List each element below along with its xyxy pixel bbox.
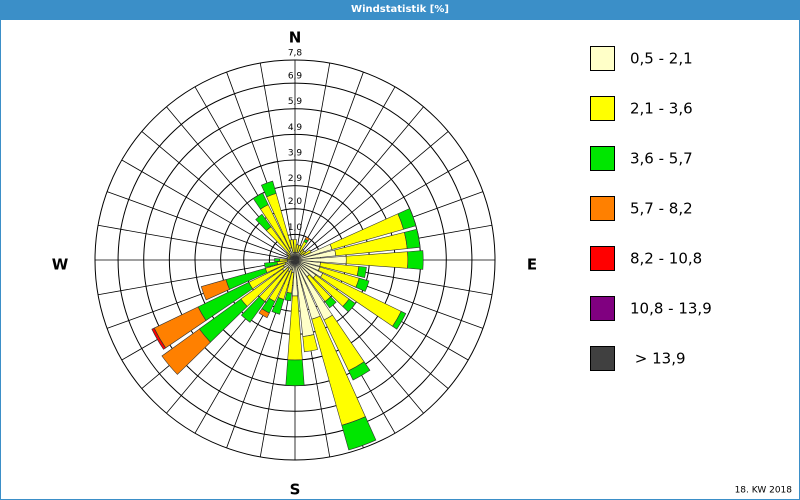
- bars: [151, 180, 424, 451]
- rose-segment: [258, 308, 270, 319]
- title-bar: Windstatistik [%]: [0, 0, 800, 19]
- legend-swatch: [590, 146, 615, 171]
- grid-ring: [143, 108, 447, 412]
- legend-label: 2,1 - 3,6: [630, 100, 693, 118]
- grid-ring: [117, 82, 473, 438]
- legend-swatch: [590, 346, 615, 371]
- r-tick-label: 1,0: [288, 223, 303, 233]
- legend-label: 3,6 - 5,7: [630, 150, 693, 168]
- rose-segment: [324, 296, 337, 309]
- r-tick-label: 5,9: [288, 97, 303, 107]
- legend-label: 8,2 - 10,8: [630, 250, 702, 268]
- rose-segment: [260, 180, 277, 198]
- rose-segment: [289, 239, 295, 253]
- rose-segment: [392, 310, 407, 330]
- rose-segment: [279, 258, 288, 262]
- r-tick-label: 6,9: [288, 72, 303, 82]
- r-tick-label: 2,9: [288, 174, 303, 184]
- rose-segment: [240, 296, 266, 323]
- legend-swatch: [590, 296, 615, 321]
- legend-label: 0,5 - 2,1: [630, 50, 693, 68]
- compass-label: N: [289, 29, 302, 47]
- legend-label: 5,7 - 8,2: [630, 200, 693, 218]
- rose-segment: [274, 258, 280, 262]
- legend-swatch: [590, 196, 615, 221]
- legend-label: 10,8 - 13,9: [630, 300, 712, 318]
- labels: 1,0 2,0 2,9 3,9 4,9 5,9 6,9 7,8 N E S W 0,5 - 2,1 2,1…: [52, 29, 712, 499]
- grid-ring: [94, 59, 496, 461]
- rose-segment: [397, 208, 417, 230]
- rose-segment: [264, 261, 278, 268]
- rose-segment: [348, 361, 371, 381]
- rose-segment: [200, 279, 230, 301]
- rose-segment: [404, 228, 421, 249]
- rose-segment: [355, 277, 370, 292]
- r-tick-label: 7,8: [288, 49, 303, 59]
- rose-segment: [304, 236, 310, 242]
- compass-label: E: [527, 256, 537, 274]
- rose-segment: [285, 359, 305, 386]
- legend-swatch: [590, 246, 615, 271]
- r-tick-label: 4,9: [288, 123, 303, 133]
- rose-segment: [341, 416, 377, 451]
- legend-label: > 13,9: [630, 350, 686, 368]
- rose-segment: [302, 334, 319, 353]
- rose-segment: [161, 328, 211, 375]
- compass-label: W: [52, 256, 69, 274]
- rose-segment: [284, 291, 292, 302]
- rose-segment: [151, 327, 167, 350]
- rose-segment: [271, 297, 285, 315]
- rose-segment: [342, 298, 356, 313]
- r-tick-label: 3,9: [288, 149, 303, 159]
- legend-swatch: [590, 96, 615, 121]
- compass-label: S: [290, 481, 301, 499]
- footer: 18. KW 2018: [735, 486, 793, 496]
- rose-segment: [407, 250, 424, 270]
- r-tick-label: 2,0: [288, 197, 303, 207]
- rose-segment: [255, 213, 272, 232]
- legend-swatch: [590, 46, 615, 71]
- rose-segment: [252, 192, 269, 210]
- rose-segment: [356, 266, 367, 278]
